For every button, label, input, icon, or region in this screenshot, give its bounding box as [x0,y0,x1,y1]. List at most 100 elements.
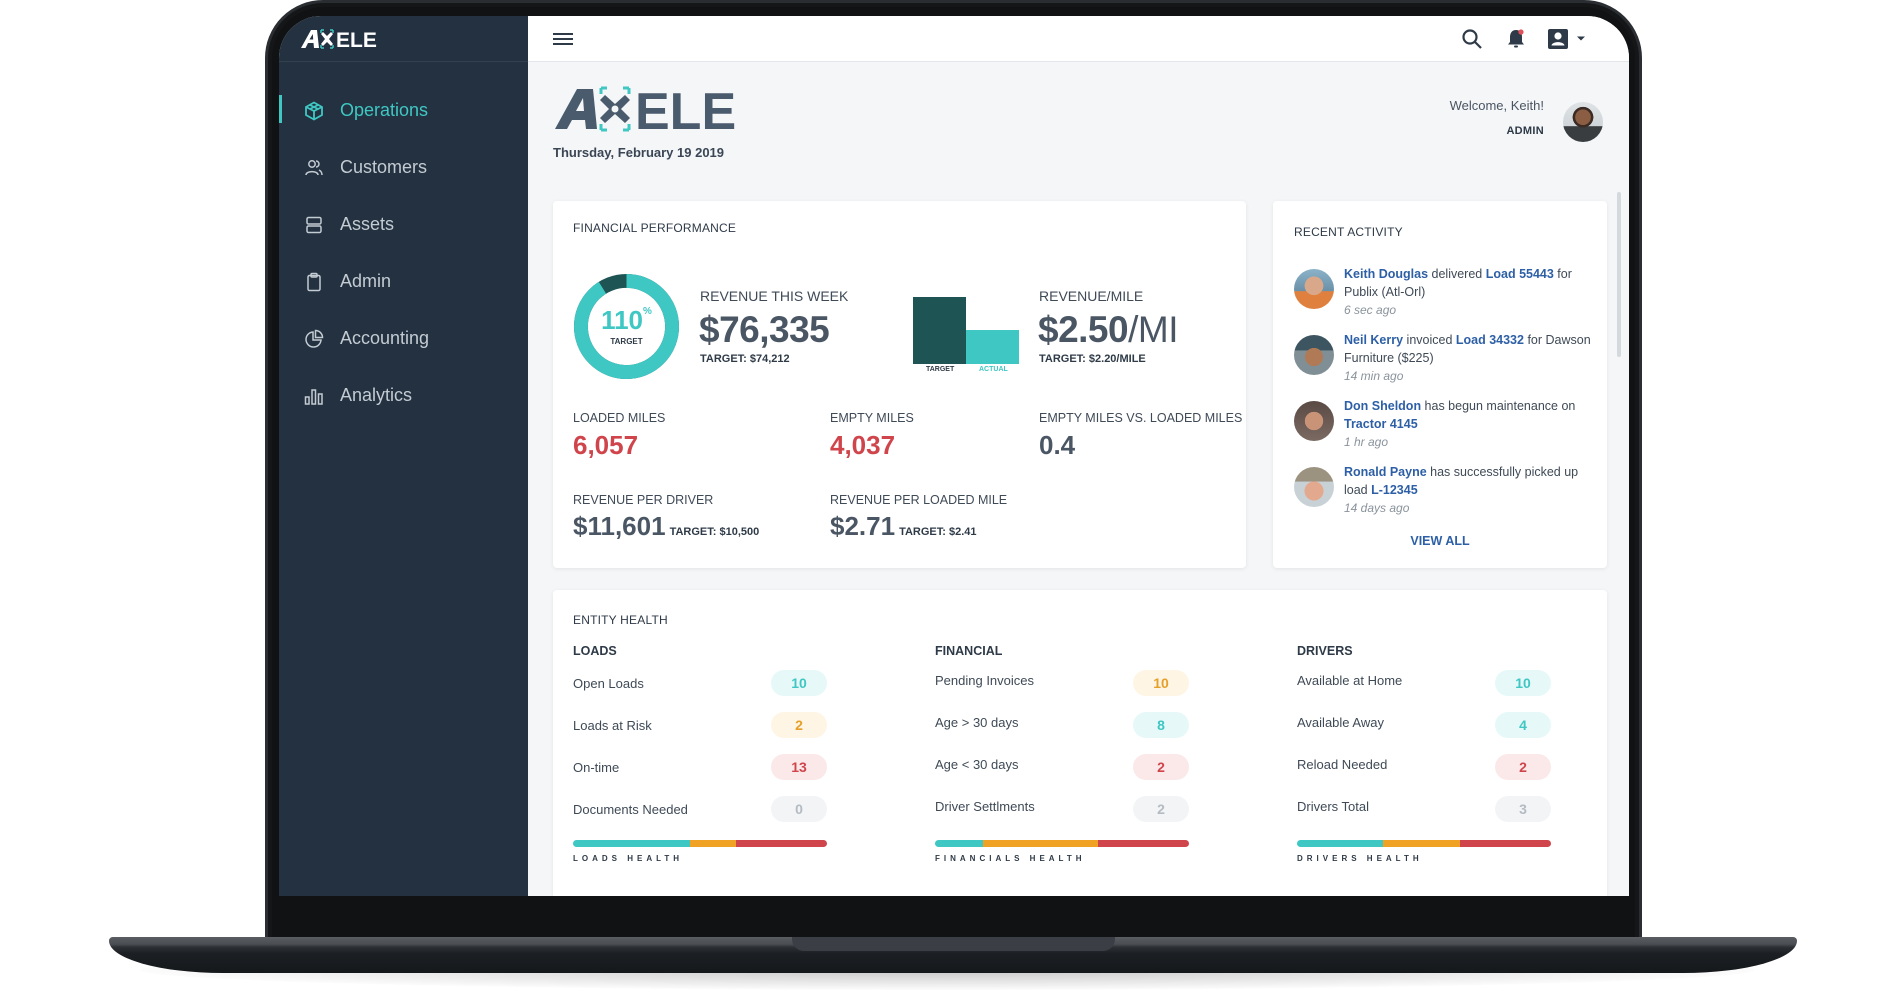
sidebar-item-label: Assets [340,214,395,234]
laptop-notch [792,937,1115,951]
rev-per-driver-target: TARGET: $10,500 [669,526,760,538]
health-row[interactable]: Available Away 4 [1297,712,1551,740]
view-all-link[interactable]: VIEW ALL [1410,534,1470,548]
drivers-column: DRIVERS Available at Home 10 Available Aw… [1297,644,1551,863]
health-row[interactable]: Loads at Risk 2 [573,712,827,740]
revenue-mile-unit: /MI [1128,309,1178,350]
activity-avatar[interactable] [1294,269,1334,309]
activity-verb: has begun maintenance on [1421,399,1576,413]
activity-user-link[interactable]: Neil Kerry [1344,333,1404,347]
main-content: ELE Thursday, February 19 2019 Welcome, … [528,62,1629,896]
empty-vs-loaded-value: 0.4 [1039,430,1076,460]
sidebar-item-admin[interactable]: Admin [279,253,528,310]
row-label: Available Away [1297,715,1384,730]
activity-avatar[interactable] [1294,467,1334,507]
welcome-block: Welcome, Keith! ADMIN [1450,98,1544,137]
sidebar-item-operations[interactable]: Operations [279,82,528,139]
row-label: Loads at Risk [573,718,652,733]
activity-verb: has successfully picked up load [1344,465,1579,497]
activity-detail: for Publix (Atl-Orl) [1344,267,1572,299]
column-heading: LOADS [573,644,617,658]
activity-object-link[interactable]: L-12345 [1371,483,1418,497]
activity-time: 6 sec ago [1344,303,1397,317]
account-icon[interactable] [1547,26,1593,52]
health-row[interactable]: Documents Needed 0 [573,796,827,824]
menu-icon[interactable] [553,30,575,48]
sidebar-item-label: Customers [340,157,428,177]
donut-label: TARGET [610,337,643,346]
column-heading: DRIVERS [1297,644,1353,658]
health-row[interactable]: Driver Settlments 2 [935,796,1189,824]
bell-icon[interactable] [1503,26,1529,52]
financial-performance-card: FINANCIAL PERFORMANCE 110% TARGET REVENU… [553,201,1246,568]
app-screen: ELE Operations Customers Ass [279,16,1629,896]
revenue-mile-target: TARGET: $2.20/MILE [1039,353,1146,365]
count-badge: 4 [1495,712,1551,738]
row-label: Reload Needed [1297,757,1388,772]
health-bar-label: DRIVERS HEALTH [1297,854,1423,863]
health-row[interactable]: Drivers Total 3 [1297,796,1551,824]
caret-down-icon [1577,36,1585,41]
server-icon [303,214,325,236]
activity-text: Neil Kerry invoiced Load 34332 for Dawso… [1344,331,1594,385]
sidebar-item-analytics[interactable]: Analytics [279,367,528,424]
actual-bar [966,330,1019,364]
health-row[interactable]: Open Loads 10 [573,670,827,698]
drivers-health-bar [1297,840,1551,847]
health-row[interactable]: Age < 30 days 2 [935,754,1189,782]
empty-vs-loaded-label: EMPTY MILES VS. LOADED MILES [1039,411,1243,425]
health-row[interactable]: Age > 30 days 8 [935,712,1189,740]
empty-miles-value: 4,037 [830,430,896,460]
donut-percent: 110 [601,305,644,335]
revenue-mile-label: REVENUE/MILE [1039,288,1144,304]
bar-chart-icon [303,385,325,407]
health-row[interactable]: Pending Invoices 10 [935,670,1189,698]
count-badge: 3 [1495,796,1551,822]
sidebar-item-accounting[interactable]: Accounting [279,310,528,367]
recent-activity-card: RECENT ACTIVITY Keith Douglas delivered … [1273,201,1607,568]
svg-text:ELE: ELE [635,85,736,133]
loads-column: LOADS Open Loads 10 Loads at Risk 2 On-tim… [573,644,827,863]
target-bar [913,297,966,364]
empty-miles-label: EMPTY MILES [830,411,914,425]
row-label: Age < 30 days [935,757,1019,772]
sidebar-item-label: Operations [340,100,429,120]
notification-dot [1518,29,1524,35]
axele-logo-icon: ELE [301,29,377,50]
card-title: ENTITY HEALTH [573,613,668,627]
sidebar-item-assets[interactable]: Assets [279,196,528,253]
rev-per-driver-label: REVENUE PER DRIVER [573,493,714,507]
activity-avatar[interactable] [1294,401,1334,441]
activity-text: Don Sheldon has begun maintenance on Tra… [1344,397,1594,451]
activity-user-link[interactable]: Don Sheldon [1344,399,1422,413]
activity-user-link[interactable]: Ronald Payne [1344,465,1427,479]
sidebar-logo[interactable]: ELE [279,16,528,62]
financials-health-bar [935,840,1189,847]
row-label: On-time [573,760,620,775]
activity-user-link[interactable]: Keith Douglas [1344,267,1429,281]
activity-object-link[interactable]: Load 34332 [1455,333,1524,347]
user-avatar[interactable] [1563,102,1603,142]
health-row[interactable]: Reload Needed 2 [1297,754,1551,782]
count-badge: 10 [771,670,827,696]
health-row[interactable]: Available at Home 10 [1297,670,1551,698]
activity-avatar[interactable] [1294,335,1334,375]
search-icon[interactable] [1459,26,1485,52]
revenue-week-target: TARGET: $74,212 [700,353,790,365]
health-bar-label: FINANCIALS HEALTH [935,854,1086,863]
activity-time: 14 days ago [1344,501,1410,515]
row-label: Drivers Total [1297,799,1370,814]
scrollbar[interactable] [1617,192,1621,357]
sidebar-item-label: Admin [340,271,392,291]
sidebar-item-customers[interactable]: Customers [279,139,528,196]
health-row[interactable]: On-time 13 [573,754,827,782]
count-badge: 8 [1133,712,1189,738]
user-role: ADMIN [1506,125,1544,137]
revenue-week-label: REVENUE THIS WEEK [700,288,849,304]
percent-sign: % [643,306,652,317]
rev-per-driver-value: $11,601 [573,511,666,541]
activity-object-link[interactable]: Tractor 4145 [1344,417,1418,431]
loads-health-bar [573,840,827,847]
health-bar-label: LOADS HEALTH [573,854,684,863]
activity-object-link[interactable]: Load 55443 [1485,267,1554,281]
